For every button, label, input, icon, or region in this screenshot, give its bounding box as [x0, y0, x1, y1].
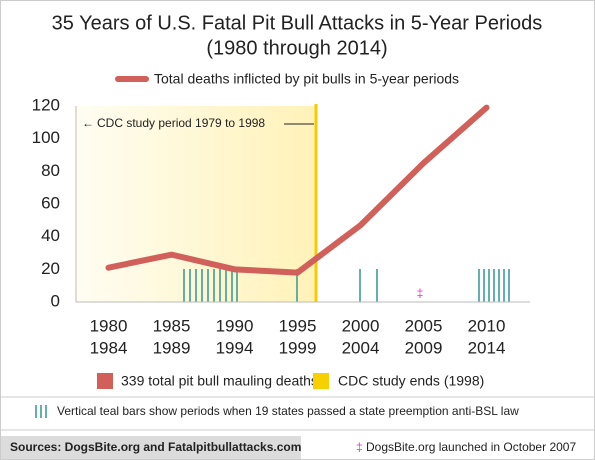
- chart-title: 35 Years of U.S. Fatal Pit Bull Attacks …: [52, 12, 543, 34]
- legend-label: CDC study ends (1998): [338, 373, 484, 389]
- y-tick-label: 60: [41, 193, 60, 212]
- footnote-symbol: ‡: [356, 440, 363, 454]
- teal-stripes: [183, 269, 510, 302]
- y-tick-label: 20: [41, 259, 60, 278]
- y-tick-label: 100: [32, 128, 60, 147]
- note: Vertical teal bars show periods when 19 …: [57, 404, 519, 418]
- dagger-marker: ‡: [417, 286, 424, 300]
- footnote: DogsBite.org launched in October 2007: [366, 440, 576, 454]
- annotation-arrow: ←: [82, 116, 94, 130]
- x-tick-label: 1980: [90, 316, 128, 335]
- x-tick-label: 1990: [216, 316, 254, 335]
- x-tick-label: 2010: [468, 316, 506, 335]
- annotation: CDC study period 1979 to 1998: [97, 116, 265, 130]
- x-tick-label: 1985: [153, 316, 191, 335]
- x-tick-label: 2009: [405, 338, 443, 357]
- x-tick-label: 1984: [90, 338, 128, 357]
- legend-swatch: [313, 373, 329, 389]
- sources-box: [1, 436, 301, 459]
- sources: Sources: DogsBite.org and Fatalpitbullat…: [10, 440, 301, 454]
- x-tick-label: 1989: [153, 338, 191, 357]
- legend-label: 339 total pit bull mauling deaths: [121, 373, 318, 389]
- y-tick-label: 120: [32, 95, 60, 114]
- x-tick-label: 2005: [405, 316, 443, 335]
- legend-swatch: [97, 373, 113, 389]
- legend-label: Total deaths inflicted by pit bulls in 5…: [154, 71, 459, 87]
- x-tick-label: 2014: [468, 338, 506, 357]
- x-tick-label: 1994: [216, 338, 254, 357]
- y-tick-label: 40: [41, 226, 60, 245]
- plot: [105, 104, 490, 276]
- note-icon: [35, 405, 47, 418]
- data-line: [105, 104, 490, 276]
- x-tick-label: 1999: [279, 338, 317, 357]
- y-tick-label: 0: [51, 291, 60, 310]
- chart-subtitle: (1980 through 2014): [206, 37, 387, 59]
- x-tick-label: 1995: [279, 316, 317, 335]
- x-tick-label: 2004: [342, 338, 380, 357]
- y-tick-label: 80: [41, 161, 60, 180]
- x-tick-label: 2000: [342, 316, 380, 335]
